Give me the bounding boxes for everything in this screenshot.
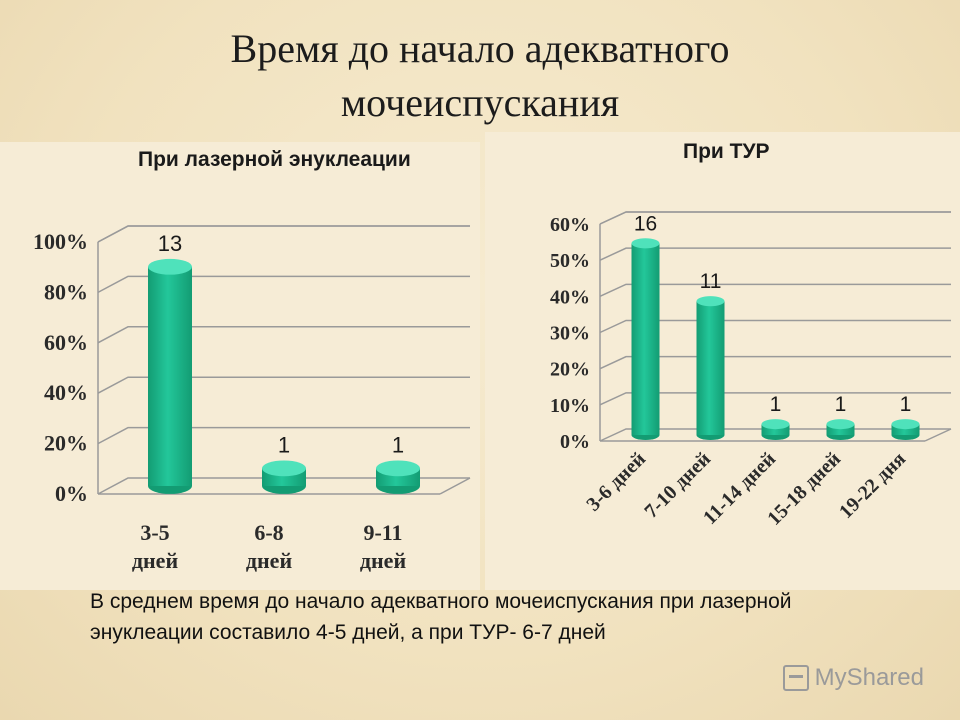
x-tick-label: 19-22 дня: [835, 448, 910, 523]
bar-top: [262, 460, 306, 477]
chart-panel-laser: [0, 142, 480, 590]
x-tick-label: 3-5 дней: [132, 520, 179, 573]
bar: [148, 266, 192, 486]
y-tick-label: 50%: [550, 250, 590, 272]
chart-title-laser: При лазерной энуклеации: [138, 148, 411, 171]
gridline: [97, 426, 470, 445]
bar: [696, 301, 725, 435]
y-tick-label: 60%: [44, 330, 88, 355]
data-label: 1: [278, 432, 290, 457]
y-tick-label: 10%: [550, 395, 590, 417]
bar-top: [891, 419, 920, 430]
x-tick-label: 9-11 дней: [360, 520, 407, 573]
bar-top: [696, 296, 725, 307]
y-tick-label: 40%: [550, 286, 590, 308]
bar: [891, 424, 920, 435]
chart-floor-side: [439, 477, 471, 495]
y-tick-label: 0%: [560, 431, 590, 453]
watermark: MyShared: [782, 664, 924, 692]
data-label: 1: [900, 393, 912, 416]
data-label: 13: [158, 231, 182, 256]
chart-laser: 0% 20% 40% 60% 80% 100% 13 3-5 дней 1 6-8 дней 1 9-11…: [33, 225, 471, 573]
gridline: [97, 376, 470, 394]
gridline: [97, 225, 470, 243]
bar: [826, 424, 855, 435]
data-label: 11: [700, 270, 722, 293]
y-tick-label: 100%: [33, 229, 88, 254]
gridline: [599, 211, 951, 225]
x-tick-label: 6-8 дней: [246, 520, 293, 573]
gridline: [599, 319, 951, 334]
gridline: [97, 326, 470, 344]
gridline: [599, 283, 951, 298]
data-label: 1: [770, 393, 782, 416]
y-tick-label: 80%: [44, 279, 88, 304]
y-tick-label: 20%: [44, 431, 88, 456]
y-tick-label: 30%: [550, 323, 590, 345]
slide-title: Время до начало адекватного мочеиспускан…: [230, 26, 730, 125]
data-label: 16: [634, 212, 657, 235]
gridline: [599, 247, 951, 261]
data-label: 1: [835, 393, 847, 416]
gridline: [97, 477, 470, 495]
chart-wall: [97, 225, 470, 243]
chart-floor-side: [924, 428, 952, 442]
gridline: [97, 275, 470, 294]
bar-top: [761, 419, 790, 430]
presentation-icon: [782, 665, 809, 691]
y-tick-label: 0%: [55, 481, 88, 506]
y-tick-label: 20%: [550, 359, 590, 381]
x-tick-label: 3-6 дней: [582, 448, 650, 516]
gridline: [599, 392, 951, 406]
data-label: 1: [392, 432, 404, 457]
bar: [761, 424, 790, 435]
bar: [631, 243, 660, 435]
gridline: [599, 355, 951, 370]
bar-top: [631, 238, 660, 249]
y-tick-label: 60%: [550, 214, 590, 236]
bar-top: [376, 460, 420, 477]
y-tick-label: 40%: [44, 380, 88, 405]
watermark-text: MyShared: [814, 664, 924, 691]
bar-top: [148, 258, 192, 275]
chart-title-tur: При ТУР: [683, 140, 770, 163]
bar-top: [826, 419, 855, 430]
summary-text: В среднем время до начало адекватного мо…: [90, 590, 792, 644]
